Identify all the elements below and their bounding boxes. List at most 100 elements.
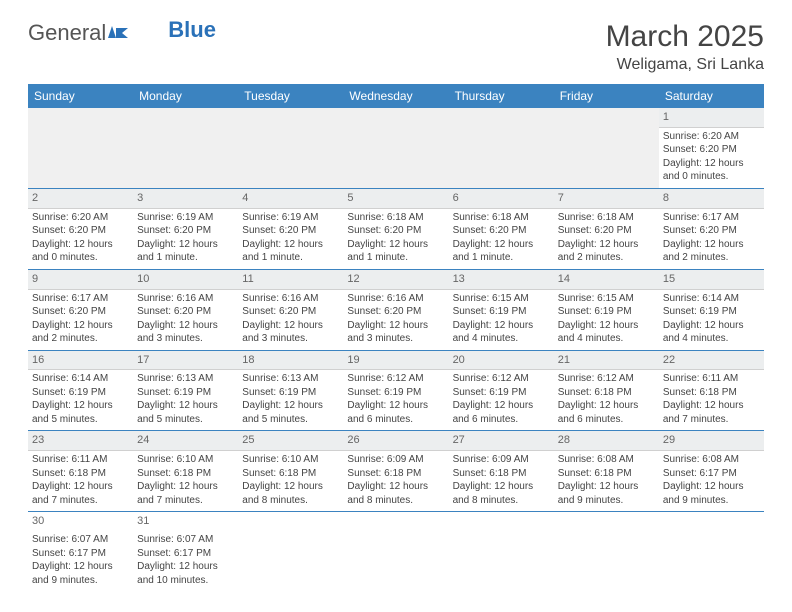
weekday-header-row: Sunday Monday Tuesday Wednesday Thursday…	[28, 84, 764, 108]
day-number: 17	[133, 351, 238, 371]
day-number: 5	[343, 189, 448, 209]
calendar-cell	[449, 512, 554, 591]
calendar-row: 16Sunrise: 6:14 AMSunset: 6:19 PMDayligh…	[28, 350, 764, 431]
day-number: 23	[28, 431, 133, 451]
sunrise-text: Sunrise: 6:07 AM	[137, 533, 234, 547]
daylight-text: Daylight: 12 hours	[32, 560, 129, 574]
daylight-text: Daylight: 12 hours	[663, 399, 760, 413]
calendar-cell: 30 Sunrise: 6:07 AMSunset: 6:17 PMDayligh…	[28, 512, 133, 591]
sunrise-text: Sunrise: 6:18 AM	[558, 211, 655, 225]
sunset-text: Sunset: 6:19 PM	[663, 305, 760, 319]
day-number: 28	[554, 431, 659, 451]
daylight-text: Daylight: 12 hours	[32, 238, 129, 252]
sunrise-text: Sunrise: 6:12 AM	[453, 372, 550, 386]
calendar-cell: 4Sunrise: 6:19 AMSunset: 6:20 PMDaylight…	[238, 188, 343, 269]
location: Weligama, Sri Lanka	[606, 56, 764, 74]
logo-text-general: General	[28, 20, 106, 46]
sunset-text: Sunset: 6:18 PM	[663, 386, 760, 400]
daylight-text: and 4 minutes.	[663, 332, 760, 346]
day-number: 16	[28, 351, 133, 371]
day-number: 8	[659, 189, 764, 209]
daylight-text: and 5 minutes.	[242, 413, 339, 427]
calendar-cell	[343, 108, 448, 188]
sunset-text: Sunset: 6:17 PM	[32, 547, 129, 561]
calendar-cell: 2Sunrise: 6:20 AMSunset: 6:20 PMDaylight…	[28, 188, 133, 269]
day-number: 24	[133, 431, 238, 451]
title-block: March 2025 Weligama, Sri Lanka	[606, 20, 764, 74]
sunrise-text: Sunrise: 6:12 AM	[558, 372, 655, 386]
daylight-text: and 8 minutes.	[347, 494, 444, 508]
day-number: 30	[28, 512, 133, 531]
daylight-text: Daylight: 12 hours	[242, 480, 339, 494]
sunrise-text: Sunrise: 6:19 AM	[242, 211, 339, 225]
calendar-cell: 26Sunrise: 6:09 AMSunset: 6:18 PMDayligh…	[343, 431, 448, 512]
daylight-text: and 9 minutes.	[663, 494, 760, 508]
calendar-table: Sunday Monday Tuesday Wednesday Thursday…	[28, 84, 764, 591]
weekday-header: Friday	[554, 84, 659, 108]
sunset-text: Sunset: 6:19 PM	[347, 386, 444, 400]
daylight-text: Daylight: 12 hours	[347, 480, 444, 494]
calendar-cell: 24 Sunrise: 6:10 AMSunset: 6:18 PMDayligh…	[133, 431, 238, 512]
day-number: 9	[28, 270, 133, 290]
sunrise-text: Sunrise: 6:18 AM	[347, 211, 444, 225]
daylight-text: and 10 minutes.	[137, 574, 234, 588]
sunrise-text: Sunrise: 6:08 AM	[558, 453, 655, 467]
logo-text-blue: Blue	[168, 17, 216, 43]
day-number: 1	[659, 108, 764, 128]
sunset-text: Sunset: 6:20 PM	[32, 305, 129, 319]
calendar-cell: 1Sunrise: 6:20 AMSunset: 6:20 PMDaylight…	[659, 108, 764, 188]
daylight-text: and 1 minute.	[453, 251, 550, 265]
calendar-cell: 12Sunrise: 6:16 AMSunset: 6:20 PMDayligh…	[343, 269, 448, 350]
daylight-text: Daylight: 12 hours	[663, 157, 760, 171]
calendar-row: 23Sunrise: 6:11 AMSunset: 6:18 PMDayligh…	[28, 431, 764, 512]
sunrise-text: Sunrise: 6:18 AM	[453, 211, 550, 225]
daylight-text: and 8 minutes.	[242, 494, 339, 508]
daylight-text: and 2 minutes.	[663, 251, 760, 265]
sunrise-text: Sunrise: 6:15 AM	[453, 292, 550, 306]
calendar-cell: 3Sunrise: 6:19 AMSunset: 6:20 PMDaylight…	[133, 188, 238, 269]
daylight-text: and 7 minutes.	[663, 413, 760, 427]
daylight-text: Daylight: 12 hours	[32, 399, 129, 413]
calendar-cell: 25Sunrise: 6:10 AMSunset: 6:18 PMDayligh…	[238, 431, 343, 512]
calendar-cell	[28, 108, 133, 188]
sunrise-text: Sunrise: 6:20 AM	[32, 211, 129, 225]
sunset-text: Sunset: 6:18 PM	[137, 467, 234, 481]
calendar-row: 30Sunrise: 6:07 AMSunset: 6:17 PMDayligh…	[28, 512, 764, 591]
day-number: 14	[554, 270, 659, 290]
daylight-text: Daylight: 12 hours	[137, 319, 234, 333]
daylight-text: Daylight: 12 hours	[137, 480, 234, 494]
day-number: 21	[554, 351, 659, 371]
sunset-text: Sunset: 6:20 PM	[137, 305, 234, 319]
sunrise-text: Sunrise: 6:14 AM	[663, 292, 760, 306]
sunrise-text: Sunrise: 6:13 AM	[242, 372, 339, 386]
calendar-cell: 15Sunrise: 6:14 AMSunset: 6:19 PMDayligh…	[659, 269, 764, 350]
daylight-text: and 3 minutes.	[242, 332, 339, 346]
sunrise-text: Sunrise: 6:14 AM	[32, 372, 129, 386]
sunset-text: Sunset: 6:18 PM	[347, 467, 444, 481]
calendar-cell: 28Sunrise: 6:08 AMSunset: 6:18 PMDayligh…	[554, 431, 659, 512]
calendar-cell	[238, 512, 343, 591]
daylight-text: and 1 minute.	[137, 251, 234, 265]
calendar-cell	[659, 512, 764, 591]
calendar-cell: 27Sunrise: 6:09 AMSunset: 6:18 PMDayligh…	[449, 431, 554, 512]
month-title: March 2025	[606, 20, 764, 54]
calendar-cell: 18Sunrise: 6:13 AMSunset: 6:19 PMDayligh…	[238, 350, 343, 431]
sunrise-text: Sunrise: 6:10 AM	[137, 453, 234, 467]
weekday-header: Thursday	[449, 84, 554, 108]
daylight-text: Daylight: 12 hours	[347, 399, 444, 413]
calendar-cell	[449, 108, 554, 188]
sunset-text: Sunset: 6:20 PM	[558, 224, 655, 238]
daylight-text: and 0 minutes.	[663, 170, 760, 184]
calendar-cell: 31Sunrise: 6:07 AMSunset: 6:17 PMDayligh…	[133, 512, 238, 591]
calendar-cell: 13Sunrise: 6:15 AMSunset: 6:19 PMDayligh…	[449, 269, 554, 350]
daylight-text: and 7 minutes.	[137, 494, 234, 508]
daylight-text: and 6 minutes.	[347, 413, 444, 427]
sunset-text: Sunset: 6:19 PM	[453, 386, 550, 400]
sunset-text: Sunset: 6:20 PM	[453, 224, 550, 238]
sunrise-text: Sunrise: 6:09 AM	[347, 453, 444, 467]
daylight-text: Daylight: 12 hours	[663, 319, 760, 333]
sunset-text: Sunset: 6:20 PM	[242, 305, 339, 319]
sunrise-text: Sunrise: 6:16 AM	[347, 292, 444, 306]
sunrise-text: Sunrise: 6:07 AM	[32, 533, 129, 547]
calendar-cell: 29Sunrise: 6:08 AMSunset: 6:17 PMDayligh…	[659, 431, 764, 512]
